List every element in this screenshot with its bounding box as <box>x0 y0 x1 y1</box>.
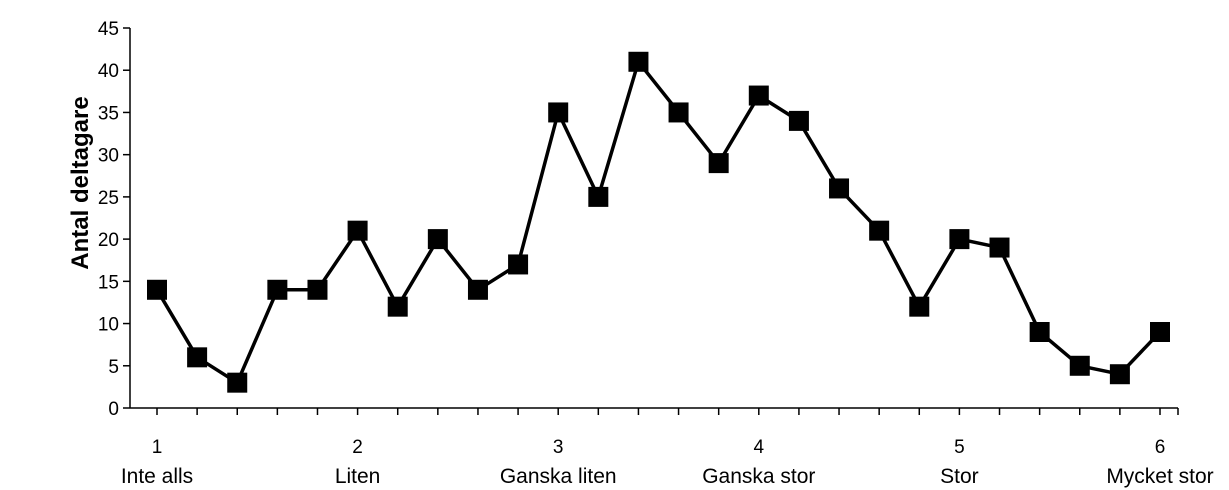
data-point <box>187 347 208 368</box>
data-point <box>869 220 890 241</box>
x-tick-number: 4 <box>754 437 765 458</box>
x-tick-number: 1 <box>152 437 163 458</box>
y-axis: 0 5 10 15 20 25 30 35 40 45 <box>98 19 131 420</box>
x-category-label: Stor <box>940 465 979 488</box>
series-line <box>155 60 1162 385</box>
data-point <box>588 186 609 207</box>
y-tick-label: 45 <box>98 19 119 40</box>
y-tick-label: 35 <box>98 103 119 124</box>
x-tick-number: 5 <box>954 437 965 458</box>
series-layer <box>147 51 1170 393</box>
x-category-label: Ganska liten <box>500 465 617 488</box>
data-point <box>748 85 769 106</box>
data-point <box>347 220 368 241</box>
y-tick-label: 40 <box>98 61 119 82</box>
x-tick-number: 3 <box>553 437 564 458</box>
data-point <box>909 296 930 317</box>
data-point <box>989 237 1010 258</box>
data-point <box>227 372 248 393</box>
data-point <box>467 279 488 300</box>
x-category-label: Mycket stor <box>1106 465 1213 488</box>
y-tick-label: 30 <box>98 146 119 167</box>
data-point <box>1150 322 1170 342</box>
data-point <box>1069 355 1090 376</box>
y-tick-label: 10 <box>98 315 119 336</box>
data-point <box>508 254 529 275</box>
x-category-label: Liten <box>335 465 381 488</box>
data-point <box>147 279 167 300</box>
data-point <box>829 178 850 199</box>
data-point <box>267 279 288 300</box>
x-tick-number: 6 <box>1155 437 1166 458</box>
data-point <box>668 102 689 123</box>
data-point <box>788 110 809 131</box>
data-point <box>307 279 328 300</box>
x-tick-number: 2 <box>352 437 363 458</box>
y-tick-label: 25 <box>98 188 119 209</box>
data-point <box>628 51 649 72</box>
data-point <box>708 153 729 174</box>
y-tick-label: 20 <box>98 230 119 251</box>
x-category-label: Inte alls <box>121 465 193 488</box>
data-point <box>427 229 448 250</box>
data-point <box>1029 322 1050 342</box>
data-point <box>387 296 408 317</box>
y-tick-label: 15 <box>98 272 119 293</box>
y-axis-title: Antal deltagare <box>67 96 94 269</box>
x-axis: 1 Inte alls 2 Liten 3 Ganska liten 4 Ganska sto… <box>121 407 1214 488</box>
data-point <box>548 102 569 123</box>
data-point <box>949 229 970 250</box>
data-point <box>1109 364 1130 385</box>
y-tick-label: 5 <box>108 357 119 378</box>
y-tick-label: 0 <box>108 399 119 420</box>
x-category-label: Ganska stor <box>702 465 815 488</box>
